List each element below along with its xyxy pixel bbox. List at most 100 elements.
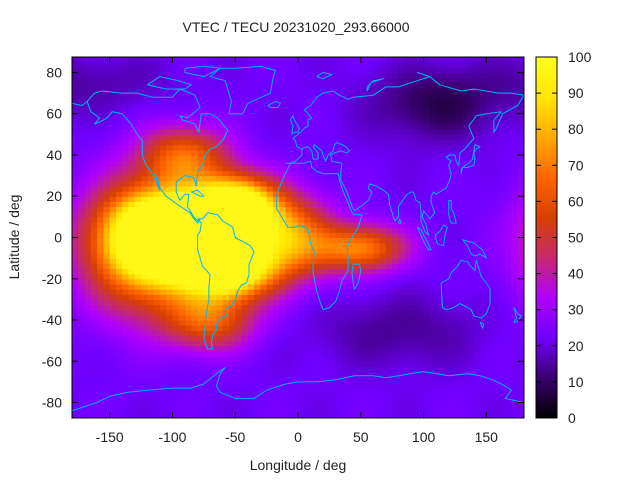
heatmap-cell bbox=[335, 118, 343, 125]
heatmap-cell bbox=[348, 356, 356, 362]
heatmap-cell bbox=[134, 314, 142, 321]
heatmap-cell bbox=[348, 278, 356, 285]
heatmap-cell bbox=[185, 124, 192, 130]
heatmap-cell bbox=[228, 129, 236, 135]
heatmap-cell bbox=[266, 191, 274, 197]
heatmap-cell bbox=[436, 196, 443, 202]
heatmap-cell bbox=[492, 118, 500, 125]
heatmap-cell bbox=[222, 268, 230, 275]
heatmap-cell bbox=[398, 325, 406, 331]
heatmap-cell bbox=[411, 335, 418, 342]
heatmap-cell bbox=[210, 247, 217, 254]
heatmap-cell bbox=[517, 191, 524, 197]
heatmap-cell bbox=[436, 98, 443, 105]
heatmap-cell bbox=[448, 232, 456, 239]
heatmap-cell bbox=[436, 412, 443, 418]
heatmap-cell bbox=[360, 381, 368, 388]
heatmap-cell bbox=[235, 82, 243, 89]
heatmap-cell bbox=[379, 67, 387, 74]
heatmap-cell bbox=[166, 57, 174, 63]
heatmap-cell bbox=[254, 170, 261, 177]
heatmap-cell bbox=[84, 72, 92, 79]
heatmap-cell bbox=[247, 237, 255, 244]
heatmap-cell bbox=[429, 278, 437, 285]
heatmap-cell bbox=[78, 139, 86, 146]
heatmap-cell bbox=[97, 294, 104, 300]
heatmap-cell bbox=[385, 149, 393, 156]
heatmap-cell bbox=[480, 392, 487, 398]
heatmap-cell bbox=[517, 278, 524, 285]
heatmap-cell bbox=[84, 93, 92, 99]
heatmap-cell bbox=[467, 299, 475, 306]
heatmap-cell bbox=[392, 222, 400, 228]
heatmap-cell bbox=[109, 340, 117, 347]
heatmap-cell bbox=[241, 118, 249, 125]
heatmap-cell bbox=[304, 402, 312, 409]
heatmap-cell bbox=[266, 325, 274, 331]
heatmap-cell bbox=[473, 283, 481, 290]
heatmap-cell bbox=[166, 154, 174, 161]
heatmap-cell bbox=[103, 320, 111, 326]
heatmap-cell bbox=[115, 149, 123, 156]
heatmap-cell bbox=[505, 103, 513, 110]
heatmap-cell bbox=[436, 273, 443, 280]
heatmap-cell bbox=[442, 118, 450, 125]
heatmap-cell bbox=[341, 330, 349, 337]
heatmap-cell bbox=[517, 247, 524, 254]
heatmap-cell bbox=[385, 227, 393, 233]
heatmap-cell bbox=[436, 263, 443, 270]
heatmap-cell bbox=[185, 283, 192, 290]
heatmap-cell bbox=[360, 129, 368, 135]
heatmap-cell bbox=[486, 227, 494, 233]
heatmap-cell bbox=[480, 387, 487, 393]
heatmap-cell bbox=[442, 196, 450, 202]
heatmap-cell bbox=[260, 108, 268, 115]
heatmap-cell bbox=[285, 129, 293, 135]
heatmap-cell bbox=[115, 314, 123, 321]
heatmap-cell bbox=[122, 289, 130, 295]
heatmap-cell bbox=[285, 252, 293, 259]
heatmap-cell bbox=[379, 216, 387, 223]
heatmap-cell bbox=[115, 77, 123, 84]
heatmap-cell bbox=[429, 361, 437, 368]
heatmap-cell bbox=[411, 232, 418, 239]
heatmap-cell bbox=[178, 180, 186, 187]
heatmap-cell bbox=[172, 98, 180, 105]
heatmap-cell bbox=[84, 366, 92, 373]
heatmap-cell bbox=[511, 113, 519, 120]
heatmap-cell bbox=[498, 222, 506, 228]
heatmap-cell bbox=[461, 222, 469, 228]
heatmap-cell bbox=[235, 124, 243, 130]
heatmap-cell bbox=[411, 268, 418, 275]
heatmap-cell bbox=[266, 108, 274, 115]
heatmap-cell bbox=[222, 216, 230, 223]
heatmap-cell bbox=[310, 397, 318, 404]
heatmap-cell bbox=[323, 165, 330, 172]
heatmap-cell bbox=[517, 185, 524, 192]
heatmap-cell bbox=[298, 227, 305, 233]
heatmap-cell bbox=[298, 180, 305, 187]
heatmap-cell bbox=[84, 387, 92, 393]
heatmap-cell bbox=[235, 77, 243, 84]
heatmap-cell bbox=[304, 345, 312, 352]
heatmap-cell bbox=[222, 263, 230, 270]
heatmap-cell bbox=[379, 330, 387, 337]
heatmap-cell bbox=[134, 87, 142, 94]
heatmap-cell bbox=[178, 242, 186, 249]
heatmap-cell bbox=[222, 283, 230, 290]
heatmap-cell bbox=[392, 113, 400, 120]
heatmap-cell bbox=[454, 134, 462, 141]
heatmap-cell bbox=[147, 57, 155, 63]
heatmap-cell bbox=[492, 325, 500, 331]
heatmap-cell bbox=[260, 103, 268, 110]
heatmap-cell bbox=[159, 160, 167, 166]
heatmap-cell bbox=[279, 289, 287, 295]
heatmap-cell bbox=[210, 392, 217, 398]
heatmap-cell bbox=[285, 407, 293, 414]
heatmap-cell bbox=[323, 407, 330, 414]
heatmap-cell bbox=[185, 206, 192, 213]
heatmap-cell bbox=[241, 222, 249, 228]
heatmap-cell bbox=[442, 154, 450, 161]
heatmap-cell bbox=[97, 67, 104, 74]
heatmap-cell bbox=[266, 381, 274, 388]
